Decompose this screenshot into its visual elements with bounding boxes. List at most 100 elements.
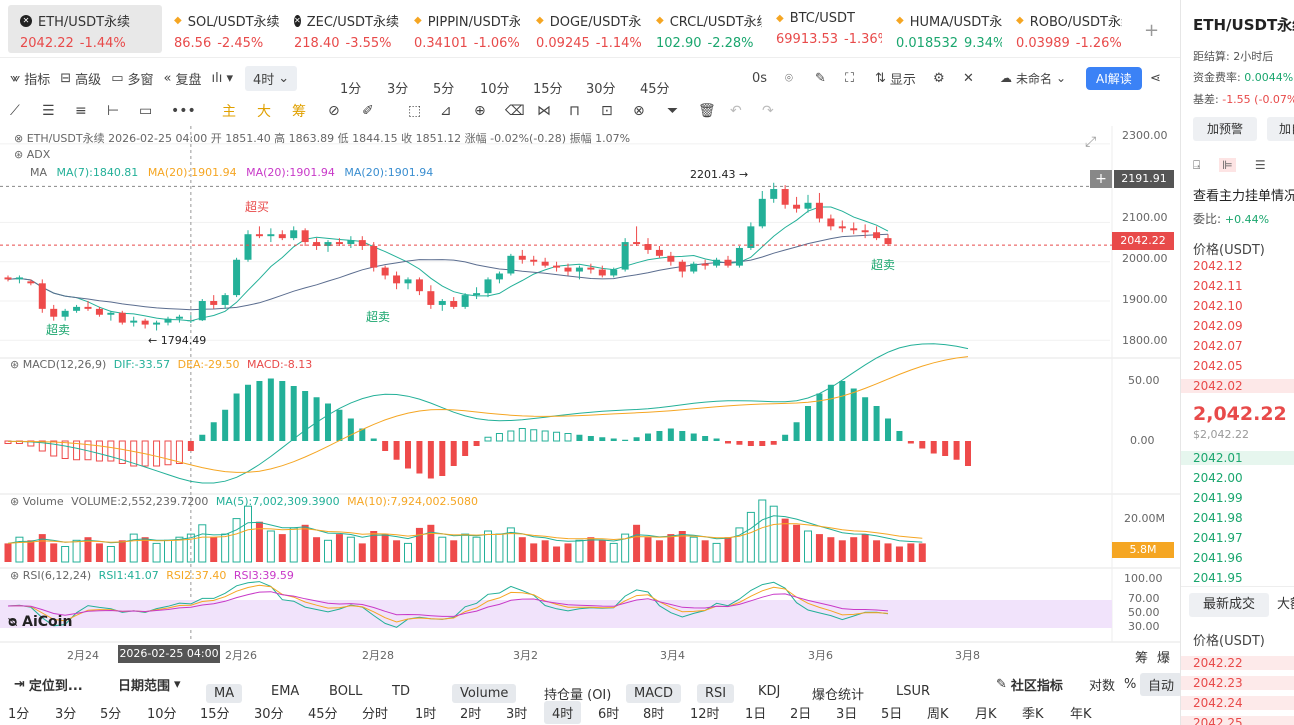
- indicator-toggle[interactable]: RSI: [697, 684, 735, 703]
- symbol-tab[interactable]: ◆ BTC/USDT 69913.53 -1.36%: [764, 5, 882, 53]
- ask-price[interactable]: 2042.07: [1193, 339, 1243, 353]
- book-asks-icon[interactable]: ⊫: [1219, 158, 1236, 172]
- community-button[interactable]: ✎ 社区指标: [996, 675, 1063, 694]
- adx-label[interactable]: ⊛ ADX: [14, 148, 50, 161]
- locate-button[interactable]: ⇥ 定位到...: [14, 675, 83, 694]
- latest-trades-tab[interactable]: 最新成交: [1189, 593, 1269, 617]
- timeframe-option[interactable]: 5日: [881, 706, 903, 722]
- symbol-tab[interactable]: ◆ PIPPIN/USDT永续 0.34101 -1.06%: [402, 5, 520, 53]
- auto-button[interactable]: 自动: [1140, 672, 1183, 696]
- timeframe-option[interactable]: 15分: [200, 706, 230, 722]
- lock-icon[interactable]: ⊓: [569, 103, 580, 119]
- bid-price[interactable]: 2041.98: [1193, 511, 1243, 525]
- indicator-toggle[interactable]: 持仓量 (OI): [544, 688, 612, 703]
- timeframe-option[interactable]: 3日: [836, 706, 858, 722]
- multi-window-button[interactable]: ▭ 多窗: [111, 69, 153, 88]
- template-icon[interactable]: ⊡: [601, 103, 613, 119]
- timeframe-option[interactable]: 年K: [1070, 706, 1092, 722]
- replay-button[interactable]: «复盘: [164, 69, 202, 88]
- book-both-icon[interactable]: ⍈: [1193, 158, 1201, 172]
- channel-tool-icon[interactable]: ≡: [75, 103, 87, 119]
- indicator-toggle[interactable]: MA: [206, 684, 243, 703]
- hline-tool-icon[interactable]: ☰: [42, 103, 55, 119]
- ask-price[interactable]: 2042.11: [1193, 279, 1243, 293]
- timeframe-option[interactable]: 6时: [598, 706, 620, 722]
- magnet-icon[interactable]: ⊘: [328, 103, 340, 119]
- indicator-toggle[interactable]: Volume: [452, 684, 517, 703]
- expand-icon[interactable]: ✕: [963, 70, 974, 86]
- bid-price[interactable]: 2041.99: [1193, 491, 1243, 505]
- alert-button[interactable]: 加预警: [1193, 117, 1257, 141]
- more-tools-icon[interactable]: •••: [171, 103, 196, 119]
- indicator-toggle[interactable]: BOLL: [329, 684, 363, 699]
- bid-price[interactable]: 2041.97: [1193, 531, 1243, 545]
- chips-button[interactable]: 筹: [292, 104, 306, 120]
- indicator-toggle[interactable]: LSUR: [896, 684, 931, 699]
- symbol-tab[interactable]: ◆ DOGE/USDT永续 0.09245 -1.14%: [524, 5, 642, 53]
- symbol-tab[interactable]: ◆ HUMA/USDT永续 0.018532 9.34%: [884, 5, 1002, 53]
- ask-price[interactable]: 2042.09: [1193, 319, 1243, 333]
- rect-tool-icon[interactable]: ▭: [139, 103, 153, 119]
- display-button[interactable]: ⇅ 显示: [875, 69, 916, 88]
- symbol-tab[interactable]: ◆ CRCL/USDT永续 102.90 -2.28%: [644, 5, 762, 53]
- link-icon[interactable]: ⊗: [633, 103, 645, 119]
- timeframe-option[interactable]: 8时: [643, 706, 665, 722]
- candle-type-button[interactable]: ılı ▾: [211, 71, 233, 86]
- orderbook-title[interactable]: 查看主力挂单情况: [1193, 189, 1294, 204]
- main-force-button[interactable]: 主: [222, 104, 236, 120]
- timeframe-option[interactable]: 3时: [506, 706, 528, 722]
- add-line-icon[interactable]: +: [1090, 170, 1112, 188]
- indicator-toggle[interactable]: MACD: [626, 684, 681, 703]
- filter-icon[interactable]: ⏷: [667, 103, 679, 119]
- timeframe-option[interactable]: 3分: [55, 706, 77, 722]
- timeframe-option[interactable]: 10分: [147, 706, 177, 722]
- settings-icon[interactable]: ⚙: [933, 70, 945, 86]
- ask-price[interactable]: 2042.10: [1193, 299, 1243, 313]
- brush-icon[interactable]: ✐: [362, 103, 374, 119]
- redo-icon[interactable]: ↷: [762, 103, 774, 119]
- timeframe-option[interactable]: 4时: [544, 700, 582, 724]
- layout-select[interactable]: ☁ 未命名 ⌄: [1000, 70, 1066, 87]
- interval-select[interactable]: 4时 ⌄: [244, 65, 298, 91]
- indicator-toggle[interactable]: 爆仓统计: [812, 688, 865, 703]
- interval-option[interactable]: 45分: [640, 82, 670, 97]
- bid-price[interactable]: 2042.00: [1193, 471, 1243, 485]
- pattern-icon[interactable]: ⋈: [537, 103, 551, 119]
- maximize-icon[interactable]: ⤢: [1085, 134, 1097, 150]
- ai-button[interactable]: AI解读: [1086, 66, 1142, 90]
- ask-price[interactable]: 2042.12: [1193, 259, 1243, 273]
- timeframe-option[interactable]: 30分: [254, 706, 284, 722]
- timeframe-option[interactable]: 1日: [745, 706, 767, 722]
- log-button[interactable]: 对数: [1089, 678, 1116, 694]
- timeframe-option[interactable]: 1时: [415, 706, 437, 722]
- add-tab-icon[interactable]: +: [1144, 20, 1160, 41]
- advanced-button[interactable]: ⊟ 高级: [60, 69, 101, 88]
- fullscreen-icon[interactable]: ⛶: [845, 70, 855, 86]
- ray-tool-icon[interactable]: ⊢: [107, 103, 120, 119]
- book-bids-icon[interactable]: ☰: [1254, 158, 1266, 172]
- share-icon[interactable]: ⋖: [1150, 70, 1161, 86]
- timeframe-option[interactable]: 分时: [362, 706, 389, 722]
- bid-price[interactable]: 2041.96: [1193, 551, 1243, 565]
- timeframe-option[interactable]: 周K: [927, 706, 949, 722]
- camera-icon[interactable]: ⌾: [785, 70, 793, 86]
- interval-option[interactable]: 10分: [480, 82, 510, 97]
- indicator-toggle[interactable]: KDJ: [758, 684, 781, 699]
- symbol-tab[interactable]: ◆ SOL/USDT永续 86.56 -2.45%: [162, 5, 280, 53]
- interval-option[interactable]: 5分: [433, 82, 455, 97]
- trash-icon[interactable]: 🗑: [698, 103, 716, 119]
- date-range-button[interactable]: 日期范围 ▾: [118, 675, 181, 694]
- timeframe-option[interactable]: 12时: [690, 706, 720, 722]
- bid-price[interactable]: 2041.95: [1193, 571, 1243, 585]
- undo-icon[interactable]: ↶: [730, 103, 742, 119]
- interval-option[interactable]: 30分: [586, 82, 616, 97]
- eraser-icon[interactable]: ⌫: [505, 103, 525, 119]
- line-tool-icon[interactable]: ⟋: [10, 103, 20, 119]
- indicators-button[interactable]: ⩖ 指标: [10, 69, 50, 88]
- timeframe-option[interactable]: 5分: [100, 706, 122, 722]
- chips-tool[interactable]: 筹: [1135, 651, 1149, 666]
- ruler-icon[interactable]: ⊿: [440, 103, 452, 119]
- symbol-tab[interactable]: ◆ ROBO/USDT永续 0.03989 -1.26%: [1004, 5, 1122, 53]
- indicator-toggle[interactable]: TD: [392, 684, 410, 699]
- chart-area[interactable]: ⊗ ETH/USDT永续 2026-02-25 04:00 开 1851.40 …: [0, 126, 1180, 666]
